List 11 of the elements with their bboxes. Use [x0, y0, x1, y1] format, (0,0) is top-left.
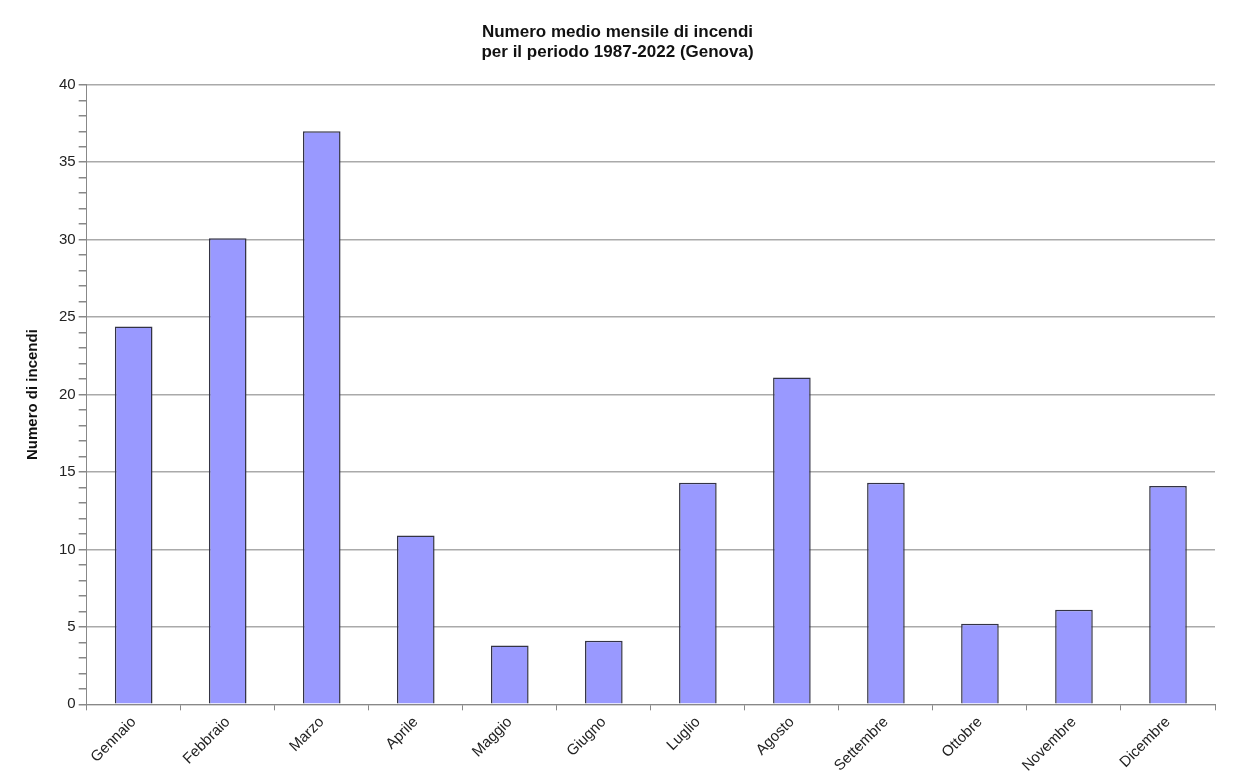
chart-title: Numero medio mensile di incendi per il periodo 1987-2022 (Genova) [481, 21, 754, 62]
y-tick-label: 0 [67, 694, 76, 712]
y-tick-label: 30 [59, 229, 76, 247]
y-tick-label: 25 [59, 307, 76, 325]
y-tick-label: 20 [59, 384, 76, 402]
y-tick-label: 5 [67, 617, 76, 635]
y-tick-label: 35 [59, 152, 76, 170]
y-axis-title: Numero di incendi [23, 329, 41, 460]
y-tick-label: 10 [59, 539, 76, 557]
y-tick-label: 40 [59, 74, 76, 92]
y-tick-label: 15 [59, 462, 76, 480]
